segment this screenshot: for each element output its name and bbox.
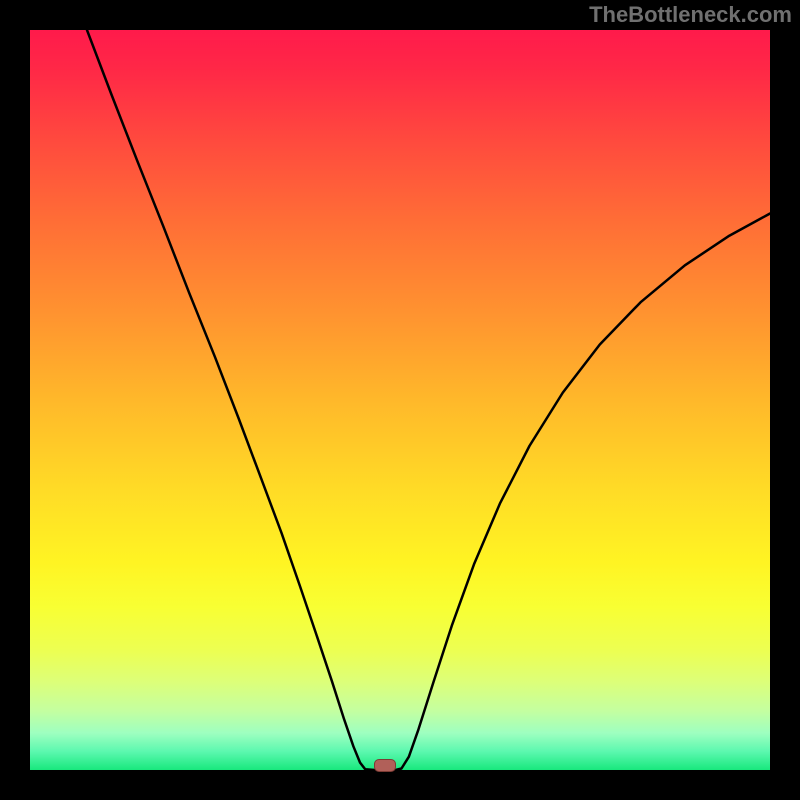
chart-container: TheBottleneck.com: [0, 0, 800, 800]
gradient-background: [30, 30, 770, 770]
plot-area: [30, 30, 770, 770]
chart-svg: [30, 30, 770, 770]
bottleneck-marker: [374, 759, 396, 772]
watermark-text: TheBottleneck.com: [589, 2, 792, 28]
